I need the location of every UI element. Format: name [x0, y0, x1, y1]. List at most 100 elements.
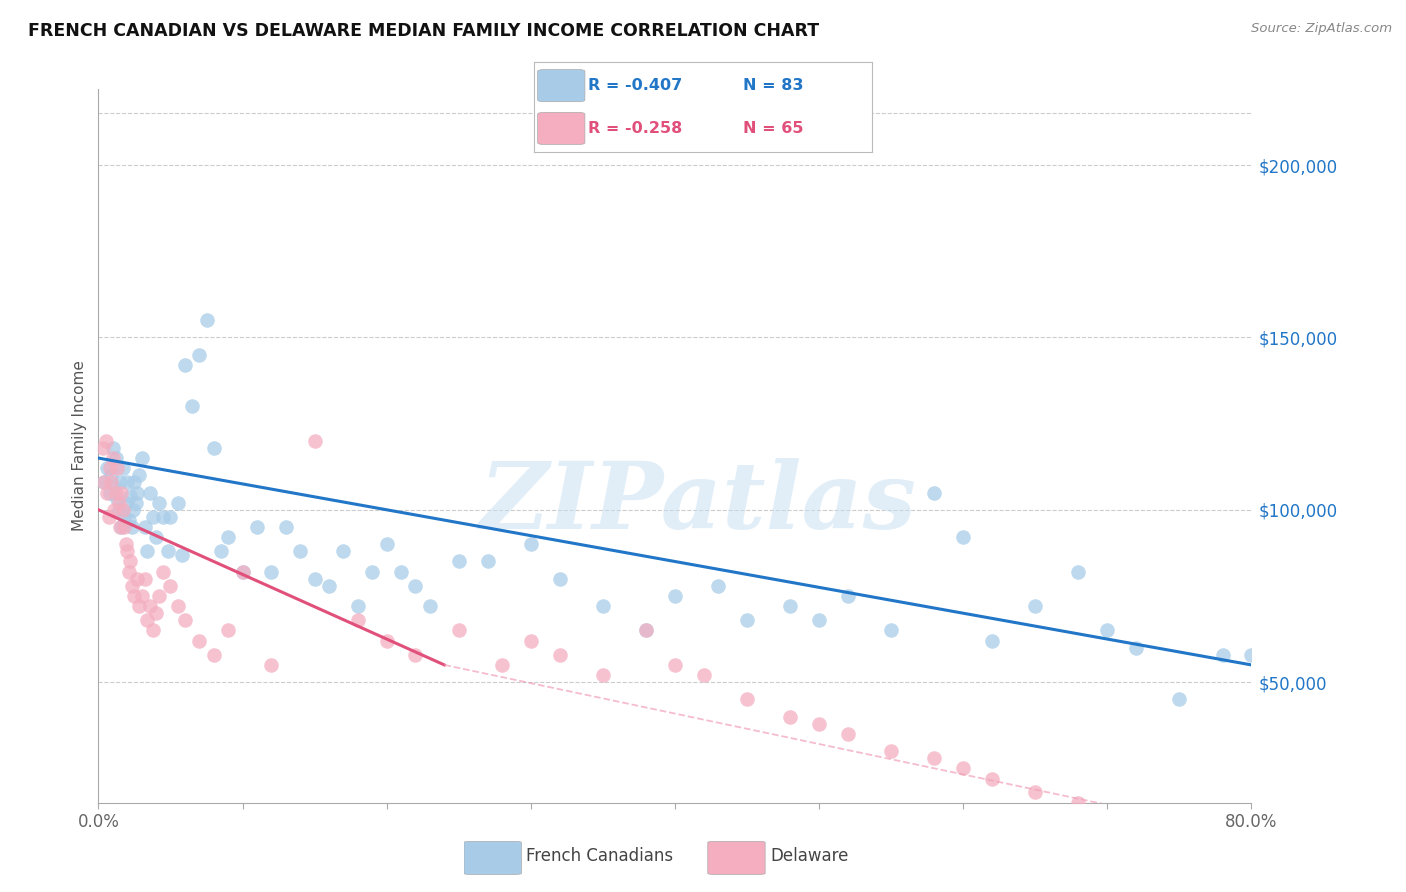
- Point: [110, 520, 132, 534]
- Point: [693, 668, 716, 682]
- Point: [142, 509, 165, 524]
- Point: [260, 657, 283, 672]
- Point: [117, 544, 139, 558]
- Point: [111, 502, 134, 516]
- Point: [1067, 796, 1090, 810]
- Point: [779, 709, 801, 723]
- Point: [159, 509, 181, 524]
- Point: [120, 489, 142, 503]
- Text: French Canadians: French Canadians: [526, 847, 673, 865]
- Point: [922, 485, 945, 500]
- Point: [217, 624, 239, 638]
- Point: [142, 624, 165, 638]
- Point: [125, 496, 148, 510]
- Point: [1097, 624, 1119, 638]
- Point: [148, 589, 170, 603]
- Point: [209, 544, 232, 558]
- Point: [128, 468, 150, 483]
- Point: [389, 565, 412, 579]
- Point: [181, 400, 204, 414]
- Point: [156, 544, 179, 558]
- Point: [112, 520, 135, 534]
- Point: [131, 451, 153, 466]
- Point: [121, 579, 143, 593]
- Point: [124, 589, 146, 603]
- Text: FRENCH CANADIAN VS DELAWARE MEDIAN FAMILY INCOME CORRELATION CHART: FRENCH CANADIAN VS DELAWARE MEDIAN FAMIL…: [28, 22, 820, 40]
- Point: [136, 613, 159, 627]
- Point: [1067, 565, 1090, 579]
- Point: [166, 496, 188, 510]
- Point: [118, 513, 141, 527]
- Point: [93, 475, 115, 490]
- Point: [707, 579, 730, 593]
- Point: [1168, 692, 1191, 706]
- FancyBboxPatch shape: [537, 70, 585, 102]
- Point: [107, 502, 129, 516]
- Point: [170, 548, 193, 562]
- FancyBboxPatch shape: [464, 841, 522, 874]
- Point: [108, 475, 131, 490]
- Point: [97, 509, 120, 524]
- Text: Source: ZipAtlas.com: Source: ZipAtlas.com: [1251, 22, 1392, 36]
- Point: [807, 613, 830, 627]
- Point: [548, 648, 571, 662]
- Point: [107, 496, 129, 510]
- Point: [148, 496, 170, 510]
- Point: [1125, 813, 1147, 827]
- Point: [592, 599, 614, 614]
- Point: [122, 502, 145, 516]
- Point: [96, 461, 118, 475]
- Point: [128, 599, 150, 614]
- FancyBboxPatch shape: [537, 112, 585, 145]
- Point: [118, 565, 141, 579]
- Point: [636, 624, 658, 638]
- Point: [304, 434, 326, 448]
- Point: [152, 509, 174, 524]
- Point: [202, 441, 225, 455]
- Point: [332, 544, 354, 558]
- Point: [101, 451, 124, 466]
- Point: [103, 478, 125, 492]
- Point: [217, 530, 239, 544]
- Point: [1024, 785, 1046, 799]
- Point: [1024, 599, 1046, 614]
- Point: [103, 502, 125, 516]
- Point: [100, 468, 122, 483]
- Point: [100, 475, 122, 490]
- Point: [290, 544, 312, 558]
- Point: [231, 565, 254, 579]
- Text: ZIPatlas: ZIPatlas: [479, 458, 917, 548]
- Point: [260, 565, 283, 579]
- Point: [1097, 806, 1119, 821]
- Point: [104, 451, 127, 466]
- Point: [318, 579, 340, 593]
- Point: [93, 475, 115, 490]
- Point: [304, 572, 326, 586]
- Point: [807, 716, 830, 731]
- Point: [121, 520, 143, 534]
- Point: [120, 554, 142, 568]
- Point: [375, 537, 398, 551]
- Point: [112, 509, 135, 524]
- FancyBboxPatch shape: [707, 841, 765, 874]
- Point: [1168, 820, 1191, 834]
- Point: [145, 530, 167, 544]
- Point: [91, 441, 114, 455]
- Point: [104, 485, 127, 500]
- Text: R = -0.407: R = -0.407: [588, 78, 682, 93]
- Point: [127, 485, 149, 500]
- Point: [981, 633, 1004, 648]
- Point: [231, 565, 254, 579]
- Point: [274, 520, 297, 534]
- Text: R = -0.258: R = -0.258: [588, 121, 682, 136]
- Point: [346, 599, 368, 614]
- Point: [105, 461, 128, 475]
- Point: [735, 613, 758, 627]
- Point: [520, 633, 543, 648]
- Point: [447, 624, 470, 638]
- Point: [735, 692, 758, 706]
- Point: [131, 589, 153, 603]
- Point: [491, 657, 513, 672]
- Point: [114, 537, 136, 551]
- Point: [477, 554, 499, 568]
